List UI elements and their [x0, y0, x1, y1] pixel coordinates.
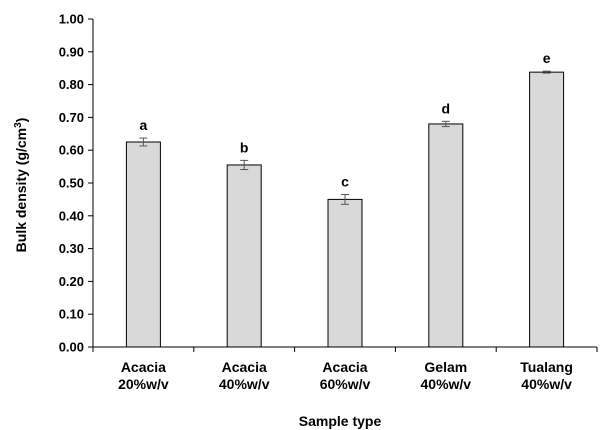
error-bar	[341, 193, 349, 205]
y-tick-label: 0.00	[59, 340, 84, 355]
y-axis: 0.00 0.10 0.20 0.30 0.40 0.50 0.60 0.70 0.80 0.90…	[59, 12, 94, 355]
y-tick-label: 0.70	[59, 110, 84, 125]
significance-label: d	[442, 100, 451, 116]
y-tick-label: 0.60	[59, 143, 84, 158]
error-bar	[542, 70, 551, 74]
x-tick-label: Tualang	[520, 359, 573, 375]
error-bar	[139, 137, 148, 147]
x-tick-label: 40%w/v	[521, 376, 572, 392]
y-axis-title: Bulk density (g/cm3)	[13, 118, 30, 253]
x-axis: Acacia20%w/vAcacia40%w/vAcacia60%w/vGela…	[92, 346, 598, 392]
bar	[226, 164, 262, 348]
significance-label: a	[140, 117, 148, 133]
x-tick-label: 40%w/v	[421, 376, 472, 392]
x-tick-label: 40%w/v	[219, 376, 270, 392]
y-tick-label: 0.10	[59, 307, 84, 322]
bar	[529, 71, 565, 348]
y-tick-label: 0.90	[59, 44, 84, 59]
y-tick-label: 0.20	[59, 274, 84, 289]
error-bar	[240, 159, 249, 171]
significance-label: c	[341, 173, 349, 189]
x-tick-label: Acacia	[222, 359, 267, 375]
error-bar	[441, 120, 450, 128]
x-tick-label: Acacia	[322, 359, 367, 375]
significance-label: e	[543, 50, 551, 66]
y-tick-label: 1.00	[59, 12, 84, 27]
bar	[428, 123, 464, 348]
x-axis-title: Sample type	[299, 413, 382, 429]
y-tick-label: 0.80	[59, 77, 84, 92]
x-tick-label: Acacia	[121, 359, 166, 375]
bar	[125, 141, 161, 348]
bars: a b c d e	[125, 50, 565, 348]
y-tick-label: 0.30	[59, 241, 84, 256]
y-tick-label: 0.40	[59, 208, 84, 223]
bar	[327, 198, 363, 348]
x-tick-label: Gelam	[424, 359, 467, 375]
x-tick-label: 60%w/v	[320, 376, 371, 392]
x-tick-label: 20%w/v	[118, 376, 169, 392]
y-tick-label: 0.50	[59, 176, 84, 191]
significance-label: b	[240, 139, 249, 155]
